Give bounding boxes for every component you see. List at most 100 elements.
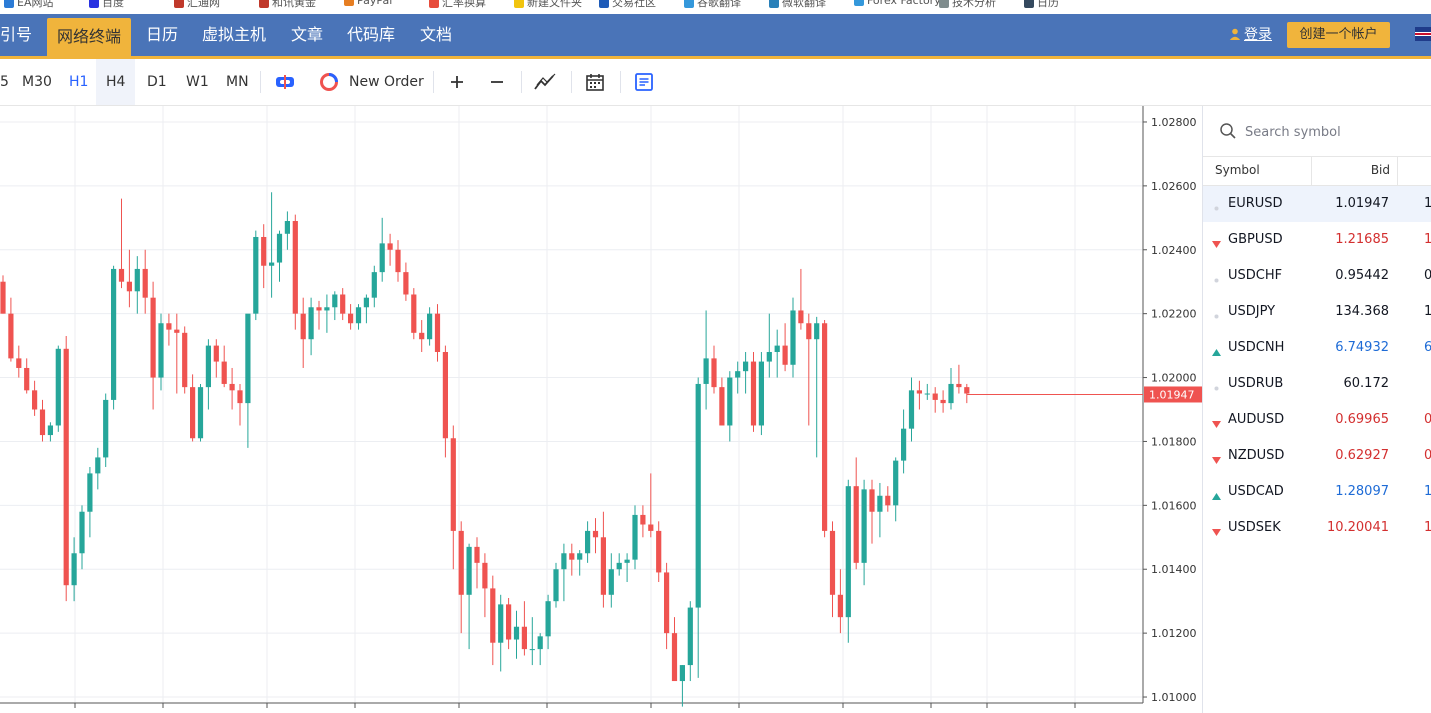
bookmark-label: 微软翻译	[782, 0, 826, 9]
candle-body	[24, 367, 30, 391]
chart-canvas[interactable]: 1.02800 1.02600 1.02400 1.02200 1.02000 1.018…	[0, 106, 1202, 713]
chart-type-button[interactable]	[274, 59, 296, 105]
candle-body	[585, 530, 591, 554]
bookmark-item[interactable]: 百度	[89, 0, 124, 10]
timeframe-w1[interactable]: W1	[186, 74, 209, 90]
candle-body	[434, 313, 441, 352]
search-input[interactable]	[1243, 118, 1427, 146]
new-order-label[interactable]: New Order	[349, 74, 424, 90]
nav-articles[interactable]: 文章	[291, 25, 324, 44]
row-ask: 1	[1424, 232, 1431, 247]
candle-body	[798, 310, 804, 324]
row-bid: 1.28097	[1335, 484, 1389, 499]
bookmark-icon	[854, 0, 864, 6]
watchlist-row[interactable]: USDCNH 6.74932 6	[1203, 330, 1431, 366]
bookmark-label: 日历	[1037, 0, 1059, 9]
candle-body	[506, 604, 512, 640]
bookmark-item[interactable]: 谷歌翻译	[684, 0, 741, 10]
bookmark-item[interactable]: Forex Factory	[854, 0, 941, 7]
nav-quotes[interactable]: 引号	[0, 25, 33, 44]
watchlist-row[interactable]: USDCAD 1.28097 1	[1203, 474, 1431, 510]
row-bid: 0.62927	[1335, 448, 1389, 463]
price-chart[interactable]: 1.02800 1.02600 1.02400 1.02200 1.02000 1.018…	[0, 106, 1202, 713]
watchlist-row[interactable]: USDSEK 10.20041 10	[1203, 510, 1431, 546]
zoom-out-button[interactable]	[487, 59, 507, 105]
column-symbol[interactable]: Symbol	[1215, 163, 1260, 177]
watchlist-row[interactable]: USDCHF 0.95442 0	[1203, 258, 1431, 294]
bookmark-item[interactable]: 汇通网	[174, 0, 220, 10]
template-button[interactable]	[633, 59, 655, 105]
indicators-button[interactable]	[533, 59, 557, 105]
nav-web-terminal[interactable]: 网络终端	[47, 18, 132, 56]
bookmark-label: 汇率换算	[442, 0, 486, 9]
login-link[interactable]: 登录	[1229, 14, 1272, 56]
candle-body	[956, 383, 962, 388]
bookmark-item[interactable]: 汇率换算	[429, 0, 486, 10]
price-axis-label: 1.02800	[1151, 116, 1197, 129]
zoom-in-button[interactable]	[447, 59, 467, 105]
watchlist-row[interactable]: AUDUSD 0.69965 0	[1203, 402, 1431, 438]
price-axis-label: 1.02400	[1151, 244, 1197, 257]
watchlist-row[interactable]: GBPUSD 1.21685 1	[1203, 222, 1431, 258]
candle-body	[624, 559, 630, 563]
nav-vps[interactable]: 虚拟主机	[202, 25, 267, 44]
calendar-button[interactable]	[584, 59, 606, 105]
bookmark-icon	[259, 0, 269, 8]
column-ask[interactable]	[1397, 156, 1431, 185]
bookmark-icon	[429, 0, 439, 8]
candle-body	[758, 361, 764, 426]
bookmark-item[interactable]: 技术分析	[939, 0, 996, 10]
column-bid[interactable]: Bid	[1311, 156, 1390, 185]
create-account-button[interactable]: 创建一个帐户	[1287, 22, 1390, 48]
bookmark-item[interactable]: 日历	[1024, 0, 1059, 10]
bookmarks-bar: EA网站 百度 汇通网 和讯黄金 PayPal 汇率换算 新建文件夹 交易社区 谷歌翻译 微软翻译…	[0, 0, 1431, 14]
bookmark-item[interactable]: EA网站	[4, 0, 53, 10]
toolbar-divider	[571, 71, 572, 93]
bookmark-label: 汇通网	[187, 0, 220, 9]
bookmark-item[interactable]: 新建文件夹	[514, 0, 582, 10]
bookmark-label: 技术分析	[952, 0, 996, 9]
candle-body	[498, 604, 504, 643]
row-symbol: EURUSD	[1228, 196, 1283, 211]
uk-flag-icon[interactable]	[1415, 27, 1431, 41]
timeframe-h1[interactable]: H1	[69, 74, 89, 90]
candle-body	[150, 297, 156, 378]
candle-body	[324, 307, 330, 311]
minus-icon	[491, 81, 503, 83]
watchlist-row[interactable]: USDRUB 60.172	[1203, 366, 1431, 402]
nav-docs[interactable]: 文档	[420, 25, 453, 44]
top-navbar: 引号 网络终端 日历 虚拟主机 文章 代码库 文档 登录 创建一个帐户	[0, 14, 1431, 59]
timeframe-d1[interactable]: D1	[147, 74, 167, 90]
row-bid: 1.21685	[1335, 232, 1389, 247]
price-axis-label: 1.01200	[1151, 627, 1197, 640]
bookmark-label: 和讯黄金	[272, 0, 316, 9]
timeframe-m30[interactable]: M30	[22, 74, 52, 90]
candle-body	[442, 351, 448, 439]
timeframe-mn[interactable]: MN	[226, 74, 249, 90]
row-ask: 1	[1424, 484, 1431, 499]
bookmark-label: 新建文件夹	[527, 0, 582, 9]
nav-calendar[interactable]: 日历	[146, 25, 179, 44]
bookmark-item[interactable]: PayPal	[344, 0, 392, 7]
timeframe-m5[interactable]: 5	[0, 74, 9, 90]
candle-body	[419, 332, 425, 340]
arrow-up-icon	[1212, 489, 1221, 504]
new-order-button[interactable]	[318, 59, 340, 105]
row-bid: 1.01947	[1335, 196, 1389, 211]
nav-codebase[interactable]: 代码库	[347, 25, 396, 44]
candle-body	[553, 569, 559, 602]
candle-body	[948, 383, 954, 404]
candle-body	[363, 297, 369, 308]
watchlist-row[interactable]: USDJPY 134.368 1	[1203, 294, 1431, 330]
watchlist-row[interactable]: EURUSD 1.01947 1	[1203, 186, 1431, 222]
bookmark-icon	[939, 0, 949, 8]
bookmark-item[interactable]: 微软翻译	[769, 0, 826, 10]
bookmark-item[interactable]: 交易社区	[599, 0, 656, 10]
candle-body	[711, 358, 717, 388]
candle-body	[63, 348, 69, 586]
watchlist-header: Symbol Bid	[1203, 156, 1431, 186]
watchlist-row[interactable]: NZDUSD 0.62927 0	[1203, 438, 1431, 474]
candle-body	[640, 514, 646, 525]
bookmark-item[interactable]: 和讯黄金	[259, 0, 316, 10]
timeframe-h4[interactable]: H4	[96, 59, 136, 105]
